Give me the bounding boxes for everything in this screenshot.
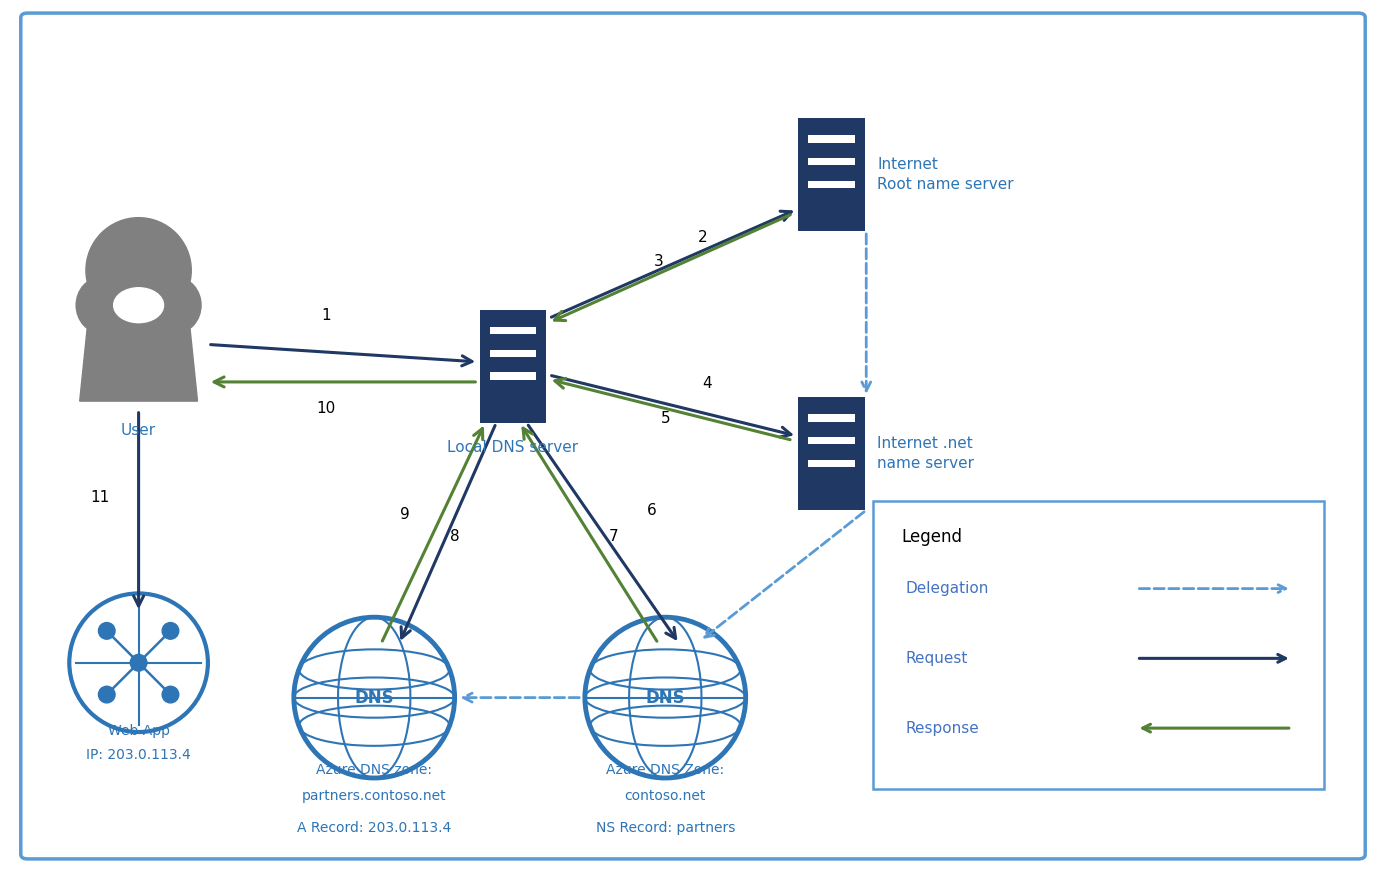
Ellipse shape — [69, 594, 208, 732]
Text: 6: 6 — [646, 502, 657, 518]
Text: 4: 4 — [703, 376, 711, 392]
FancyBboxPatch shape — [798, 118, 865, 231]
Text: Response: Response — [905, 720, 979, 736]
Text: A Record: 203.0.113.4: A Record: 203.0.113.4 — [297, 821, 452, 835]
Text: Internet .net
name server: Internet .net name server — [877, 436, 974, 471]
Text: DNS: DNS — [646, 689, 685, 706]
Text: Legend: Legend — [901, 528, 962, 546]
Ellipse shape — [162, 623, 179, 639]
Ellipse shape — [114, 288, 164, 323]
Text: 7: 7 — [610, 528, 618, 544]
FancyBboxPatch shape — [808, 437, 855, 445]
Ellipse shape — [585, 617, 746, 778]
Text: Azure DNS zone:: Azure DNS zone: — [316, 763, 432, 777]
Ellipse shape — [162, 686, 179, 703]
Text: DNS: DNS — [355, 689, 394, 706]
Text: 9: 9 — [399, 507, 410, 522]
Text: contoso.net: contoso.net — [625, 789, 705, 803]
FancyBboxPatch shape — [489, 327, 536, 335]
FancyBboxPatch shape — [808, 158, 855, 166]
FancyBboxPatch shape — [798, 397, 865, 510]
FancyBboxPatch shape — [489, 372, 536, 380]
FancyBboxPatch shape — [480, 310, 546, 423]
FancyBboxPatch shape — [808, 414, 855, 422]
Text: 2: 2 — [699, 229, 707, 245]
Text: 5: 5 — [661, 411, 669, 426]
Ellipse shape — [98, 686, 115, 703]
Text: User: User — [121, 423, 157, 438]
Ellipse shape — [76, 277, 126, 333]
Text: Azure DNS Zone:: Azure DNS Zone: — [606, 763, 725, 777]
Ellipse shape — [86, 218, 191, 323]
Ellipse shape — [294, 617, 455, 778]
FancyBboxPatch shape — [808, 135, 855, 143]
Text: partners.contoso.net: partners.contoso.net — [302, 789, 446, 803]
FancyBboxPatch shape — [489, 350, 536, 358]
Text: Local DNS server: Local DNS server — [448, 440, 578, 455]
Ellipse shape — [98, 623, 115, 639]
Text: 1: 1 — [322, 308, 330, 324]
FancyBboxPatch shape — [808, 460, 855, 467]
Ellipse shape — [151, 277, 201, 333]
Text: IP: 203.0.113.4: IP: 203.0.113.4 — [86, 748, 191, 762]
Text: NS Record: partners: NS Record: partners — [596, 821, 735, 835]
FancyBboxPatch shape — [808, 181, 855, 188]
FancyBboxPatch shape — [21, 13, 1365, 859]
Text: Internet
Root name server: Internet Root name server — [877, 157, 1015, 192]
Text: 8: 8 — [450, 528, 459, 544]
Text: 11: 11 — [90, 489, 109, 505]
Polygon shape — [80, 310, 198, 401]
Text: Web App: Web App — [108, 724, 169, 738]
Text: Request: Request — [905, 651, 967, 666]
Ellipse shape — [130, 654, 147, 671]
FancyBboxPatch shape — [873, 501, 1324, 789]
Text: 10: 10 — [316, 400, 335, 416]
Text: Delegation: Delegation — [905, 581, 988, 596]
Text: 3: 3 — [653, 254, 664, 269]
